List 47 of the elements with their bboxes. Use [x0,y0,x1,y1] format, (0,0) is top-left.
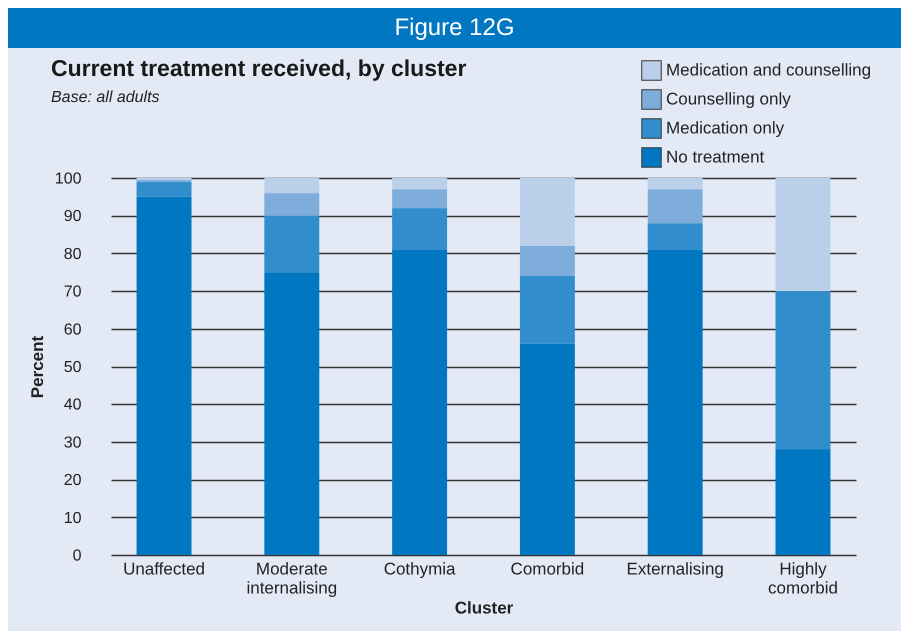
y-tick-label: 20 [64,472,82,490]
bar [136,182,192,197]
bar [264,216,320,272]
chart-title: Current treatment received, by cluster [51,55,466,81]
bar [392,208,448,250]
y-tick-label: 60 [64,321,82,338]
bar [775,449,830,555]
bar [648,250,703,555]
x-tick-label: Moderate internalising [246,560,338,598]
bar [392,178,448,190]
bar [264,272,320,555]
legend-label: No treatment [666,148,765,166]
bar [392,189,448,208]
bar [520,344,575,555]
y-tick-label: 10 [64,510,82,527]
x-tick-label: Unaffected [123,560,205,578]
chart-subtitle: Base: all adults [51,89,160,106]
bar [520,276,575,344]
y-tick-label: 30 [64,434,82,452]
x-tick-label: Highly comorbid [768,560,838,598]
y-tick-label: 70 [64,284,82,301]
bar [648,189,703,224]
bar [775,178,830,292]
x-tick-label: Comorbid [510,560,584,578]
bar [264,193,320,216]
y-tick-label: 50 [64,359,82,376]
x-axis-title: Cluster [454,598,514,618]
bar [775,291,830,450]
x-tick-label: Externalising [626,560,724,578]
bar [648,223,703,250]
legend-label: Medication only [666,118,785,138]
caption: Figure 12G [8,8,901,48]
y-tick-label: 90 [64,208,82,226]
y-tick-label: 40 [64,396,82,414]
legend-label: Medication and counselling [666,60,872,80]
x-tick-label: Cothymia [384,560,456,578]
bar [392,250,448,555]
bar [648,178,703,190]
bar [136,196,192,555]
y-axis-title: Percent [28,335,47,398]
bar [520,246,575,276]
bar [520,178,575,246]
bar [264,178,320,194]
y-tick-label: 100 [54,170,82,188]
legend-label: Counselling only [666,90,792,108]
y-tick-label: 0 [72,548,82,564]
y-tick-label: 80 [64,246,82,263]
